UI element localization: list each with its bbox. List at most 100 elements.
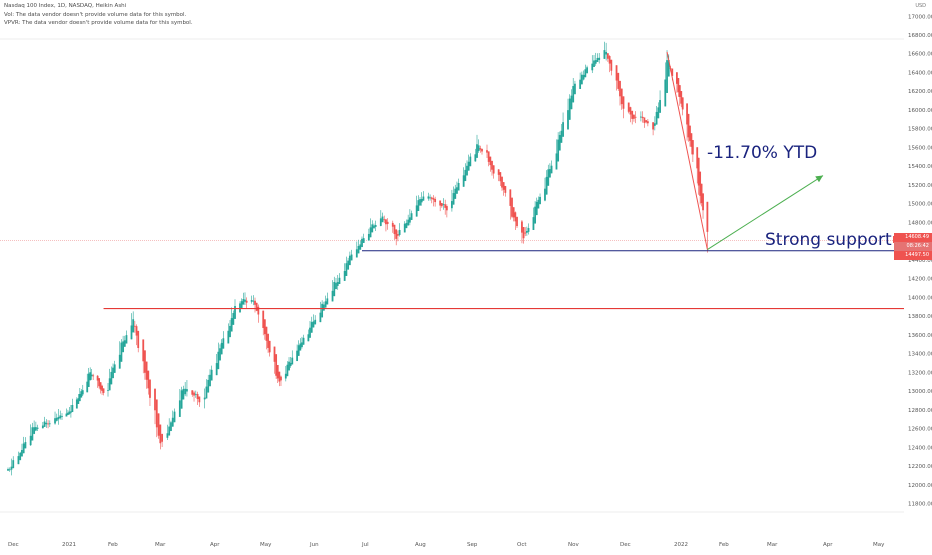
y-tick-label: 15400.00: [908, 164, 932, 170]
candle-body: [333, 282, 336, 297]
candle-body: [276, 364, 279, 379]
candle-body: [125, 335, 128, 344]
candle-body: [263, 319, 266, 335]
candle-body: [336, 282, 339, 286]
candle-body: [617, 72, 620, 89]
candle-body: [149, 379, 151, 398]
candle-body: [87, 373, 90, 387]
candle-body: [96, 375, 99, 381]
y-tick-label: 12600.00: [908, 427, 932, 433]
candle-body: [598, 57, 601, 60]
candle-body: [219, 348, 221, 361]
y-tick-label: 14200.00: [908, 277, 932, 283]
candle-body: [286, 364, 289, 377]
candle-body: [444, 204, 447, 208]
y-tick-label: 13200.00: [908, 370, 932, 376]
ytd-change-annotation[interactable]: -11.70% YTD: [707, 143, 818, 163]
candle-body: [265, 326, 268, 341]
y-tick-label: 16800.00: [908, 33, 932, 39]
candle-body: [90, 374, 93, 377]
candle-body: [250, 300, 253, 302]
candle-body: [275, 354, 278, 376]
candle-body: [81, 390, 84, 395]
y-tick-label: 16400.00: [908, 70, 932, 76]
candle-body: [120, 342, 123, 362]
candle-body: [314, 319, 317, 325]
candle-body: [462, 175, 465, 187]
candle-body: [469, 156, 472, 167]
candle-body: [633, 114, 635, 119]
candle-body: [335, 282, 337, 290]
candle-body: [486, 150, 488, 153]
candle-body: [209, 374, 211, 387]
candle-body: [457, 183, 460, 191]
candle-body: [381, 216, 384, 223]
candle-body: [652, 122, 654, 130]
candle-body: [43, 421, 46, 427]
candle-body: [558, 135, 561, 151]
candle-body: [525, 230, 528, 233]
candle-body: [159, 424, 162, 444]
x-tick-label: Apr: [823, 542, 833, 548]
y-tick-label: 14800.00: [908, 220, 932, 226]
candle-body: [383, 219, 386, 221]
candle-body: [499, 172, 502, 182]
x-tick-label: Jul: [361, 542, 369, 548]
candle-body: [678, 85, 681, 97]
x-tick-label: Feb: [108, 542, 118, 548]
candle-body: [21, 449, 23, 457]
candle-body: [629, 107, 632, 115]
x-tick-label: Oct: [517, 542, 527, 548]
candle-body: [36, 427, 39, 429]
candle-body: [535, 201, 538, 216]
candle-body: [182, 388, 185, 400]
candle-body: [696, 147, 699, 169]
vpvr-legend: VPVR: The data vendor doesn't provide vo…: [4, 20, 193, 26]
candle-body: [466, 165, 468, 176]
candle-body: [706, 201, 709, 232]
candle-body: [135, 326, 138, 336]
projection-arrow-line[interactable]: [707, 175, 824, 250]
support-price-tag: 14497.50: [894, 251, 932, 260]
candle-body: [355, 249, 358, 258]
candle-body: [514, 212, 517, 222]
candle-body: [405, 222, 408, 229]
candle-body: [398, 229, 401, 235]
candle-body: [574, 83, 576, 95]
candle-body: [489, 156, 492, 166]
candle-body: [586, 67, 588, 74]
candle-body: [627, 102, 630, 112]
candle-body: [173, 411, 176, 423]
candle-body: [217, 351, 220, 370]
candle-body: [210, 369, 213, 381]
candle-body: [646, 121, 649, 124]
candle-body: [359, 244, 362, 250]
candle-body: [537, 199, 540, 209]
candle-body: [312, 321, 315, 328]
candle-body: [511, 197, 513, 217]
candle-body: [29, 435, 32, 446]
candle-body: [193, 392, 195, 396]
candle-body: [371, 224, 374, 233]
candle-body: [557, 139, 560, 162]
candle-body: [113, 364, 116, 373]
candle-body: [439, 200, 442, 206]
y-tick-label: 13600.00: [908, 333, 932, 339]
candle-body: [464, 169, 467, 182]
candle-body: [403, 223, 406, 233]
last-price-tag: 14608.49: [894, 233, 932, 242]
candle-body: [671, 68, 674, 76]
candle-body: [580, 74, 583, 85]
y-tick-label: 16600.00: [908, 52, 932, 58]
candle-body: [408, 217, 411, 223]
support-annotation[interactable]: Strong support: [765, 230, 892, 250]
x-tick-label: Dec: [620, 542, 631, 548]
drawdown-trend-line[interactable]: [666, 51, 708, 250]
candle-body: [512, 207, 515, 218]
candle-body: [667, 60, 670, 77]
candle-body: [17, 456, 20, 465]
candle-body: [19, 452, 22, 461]
candle-body: [142, 339, 145, 362]
